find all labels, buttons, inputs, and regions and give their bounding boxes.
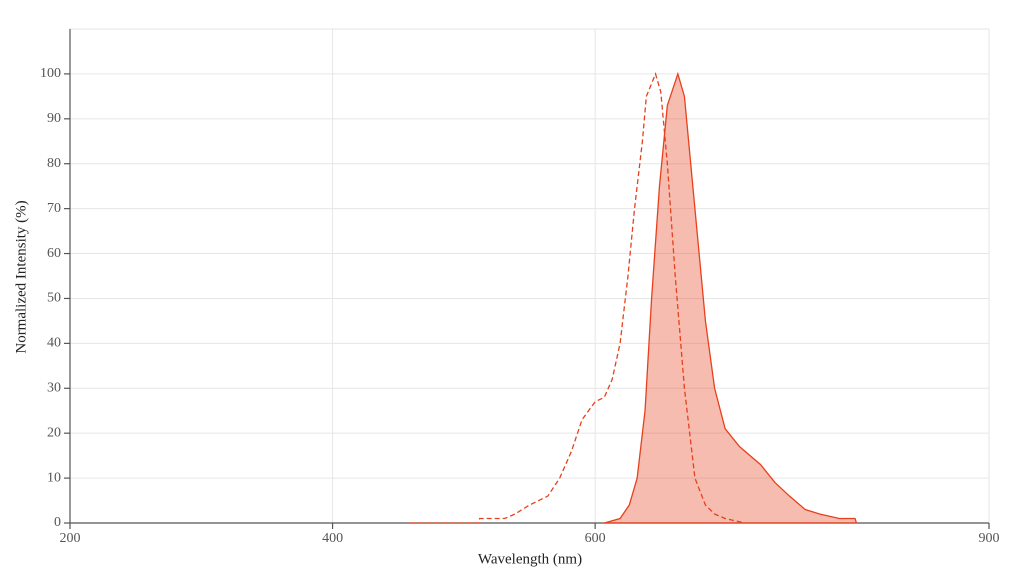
x-axis-label: Wavelength (nm) <box>478 551 582 567</box>
y-tick-label: 50 <box>47 291 61 306</box>
x-tick-label: 400 <box>322 531 343 546</box>
x-tick-label: 900 <box>979 531 1000 546</box>
x-tick-label: 600 <box>585 531 606 546</box>
excitation-line <box>410 71 745 524</box>
y-tick-label: 20 <box>47 425 61 440</box>
y-tick-label: 60 <box>47 246 61 261</box>
x-tick-label: 200 <box>60 531 81 546</box>
y-tick-label: 40 <box>47 336 61 351</box>
y-tick-label: 10 <box>47 470 61 485</box>
y-tick-label: 100 <box>40 66 61 81</box>
y-tick-label: 0 <box>54 515 61 530</box>
y-axis-label: Normalized Intensity (%) <box>13 200 29 353</box>
y-tick-label: 30 <box>47 380 61 395</box>
y-tick-label: 80 <box>47 156 61 171</box>
emission-area <box>604 71 858 524</box>
y-tick-label: 90 <box>47 111 61 126</box>
y-tick-label: 70 <box>47 201 61 216</box>
